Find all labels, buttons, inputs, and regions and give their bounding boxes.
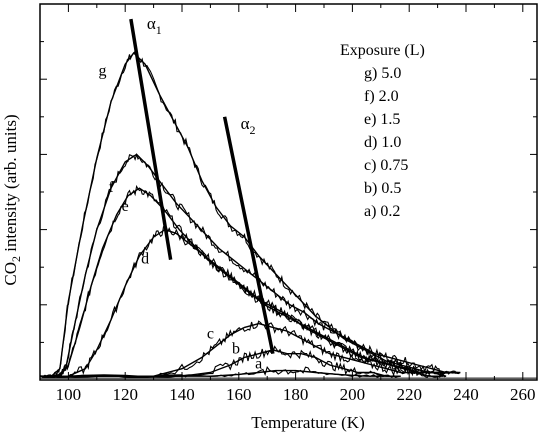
x-tick-label: 140 (169, 385, 195, 404)
plot-frame (39, 3, 538, 381)
curve-label-c: c (207, 326, 214, 343)
curve-label-g: g (98, 62, 106, 79)
alpha1-line (129, 18, 173, 260)
x-tick-label: 180 (283, 385, 309, 404)
x-tick-label: 120 (112, 385, 138, 404)
ticks-layer: 100 120 140 160 180 200 220 240 260 (39, 4, 537, 404)
x-axis-title: Temperature (K) (251, 413, 365, 432)
legend-entry: d) 1.0 (364, 134, 401, 151)
y-axis-title-main: CO (1, 262, 20, 286)
legend-title: Exposure (L) (340, 42, 425, 59)
y-axis-title-subscript: 2 (9, 256, 23, 262)
curve-label-a: a (255, 356, 262, 373)
curve-label-e: e (122, 198, 129, 215)
legend-entry: f) 2.0 (364, 88, 399, 105)
x-tick-label: 260 (510, 385, 536, 404)
x-tick-label: 220 (396, 385, 422, 404)
curve-label-d: d (141, 250, 149, 267)
series-fit-e (40, 187, 449, 377)
alpha2-label: α2 (241, 114, 256, 137)
alpha1-label: α1 (147, 14, 162, 37)
alpha2-line (222, 116, 275, 355)
x-tick-label: 240 (453, 385, 479, 404)
legend-entry: e) 1.5 (364, 111, 400, 128)
series-fit-f (40, 153, 461, 377)
legend-entry: g) 5.0 (364, 65, 401, 82)
series-fit-g (40, 51, 458, 377)
labels-layer: g fe d c ba (98, 62, 262, 372)
curve-label-b: b (232, 341, 240, 358)
x-tick-label: 160 (226, 385, 252, 404)
legend-entry: a) 0.2 (364, 203, 400, 220)
curve-label-f: f (108, 179, 114, 196)
x-tick-label: 100 (56, 385, 82, 404)
legend: Exposure (L) g) 5.0 f) 2.0 e) 1.5 d) 1.0 c) … (340, 42, 425, 220)
series-layer (39, 49, 537, 379)
y-axis-title: CO2 intensity (arb. units) (1, 114, 23, 285)
alpha-layer: α1 α2 (129, 14, 275, 355)
legend-entry: b) 0.5 (364, 180, 401, 197)
x-tick-label: 200 (340, 385, 366, 404)
y-axis-title-tail: intensity (arb. units) (1, 114, 20, 256)
series-fit-b (40, 349, 401, 377)
series-fit-c (40, 322, 444, 377)
legend-entry: c) 0.75 (364, 157, 408, 174)
series-fit-d (40, 228, 447, 377)
